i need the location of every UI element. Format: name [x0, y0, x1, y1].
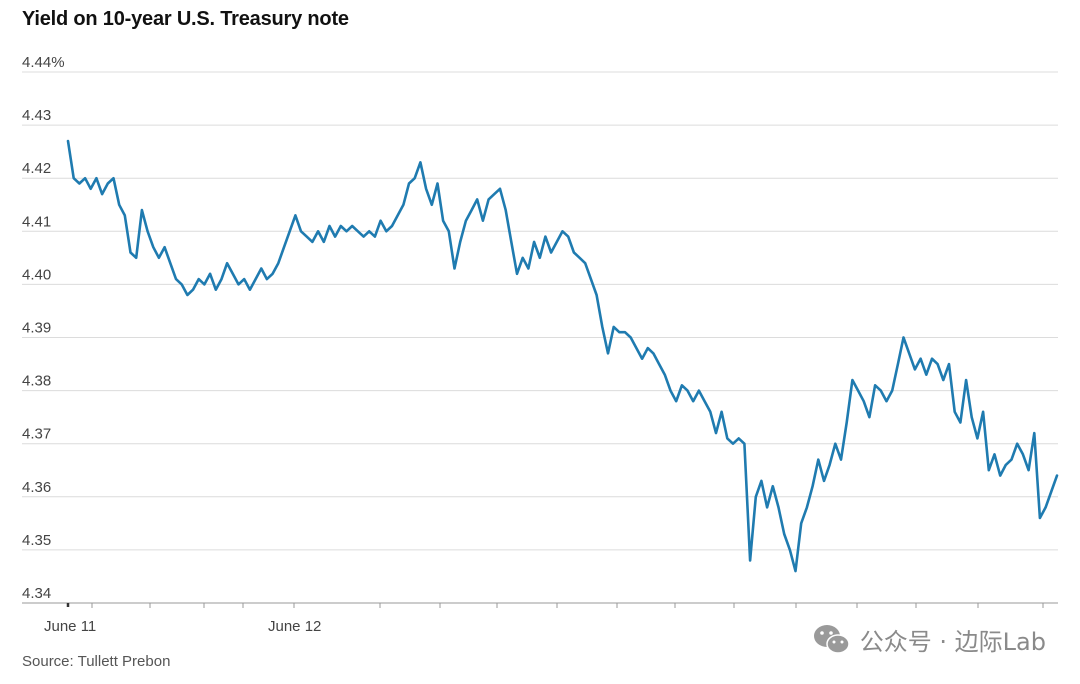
- chart-title: Yield on 10-year U.S. Treasury note: [22, 8, 349, 30]
- y-tick-label: 4.37: [22, 426, 51, 443]
- source-note: Source: Tullett Prebon: [22, 653, 171, 670]
- y-axis: 4.34 4.35 4.36 4.37 4.38 4.39 4.40 4.41 4.42 4.43…: [22, 54, 65, 602]
- watermark: 公众号 · 边际Lab: [812, 622, 1046, 657]
- y-tick-label: 4.35: [22, 532, 51, 549]
- y-tick-label: 4.43: [22, 107, 51, 124]
- y-tick-label: 4.34: [22, 585, 51, 602]
- y-tick-label: 4.39: [22, 320, 51, 337]
- y-tick-label: 4.40: [22, 266, 51, 283]
- plot-area: [66, 139, 1059, 573]
- y-tick-label: 4.36: [22, 479, 51, 496]
- gridlines: [22, 71, 1058, 604]
- y-tick-label: 4.42: [22, 160, 51, 177]
- y-tick-label: 4.38: [22, 373, 51, 390]
- y-tick-label: 4.44%: [22, 54, 65, 71]
- yield-series-line: [66, 139, 1059, 573]
- y-tick-label: 4.41: [22, 213, 51, 230]
- watermark-text: 公众号 · 边际Lab: [859, 628, 1046, 656]
- wechat-icon: [813, 624, 850, 654]
- x-axis: June 11 June 12: [44, 603, 1044, 635]
- x-tick-label: June 11: [44, 618, 96, 635]
- x-tick-label: June 12: [268, 618, 321, 635]
